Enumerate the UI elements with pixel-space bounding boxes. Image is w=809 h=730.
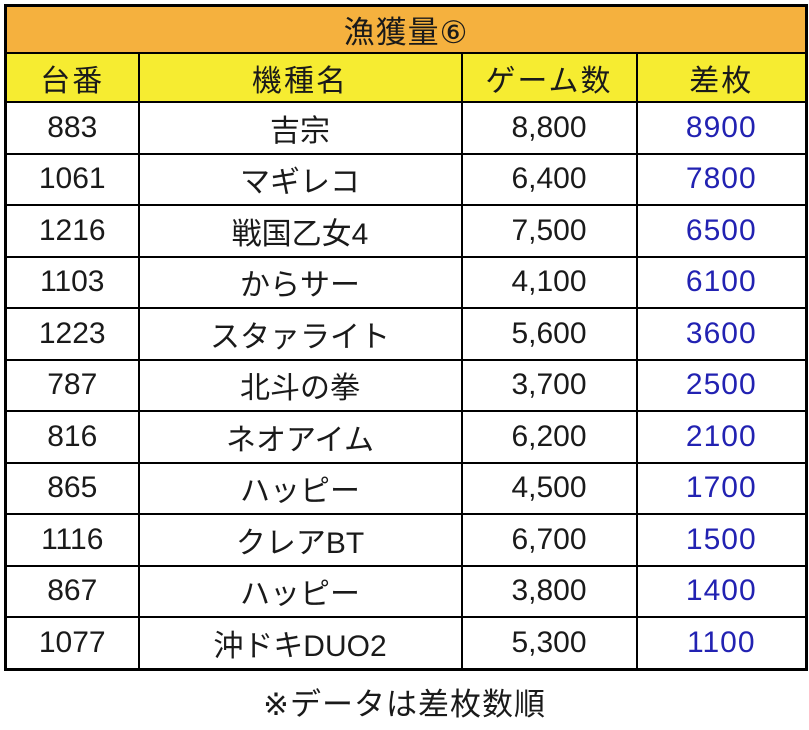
cell-diff: 2500 <box>635 358 808 412</box>
header-row: 台番 機種名 ゲーム数 差枚 <box>4 52 808 103</box>
table-row: 883 吉宗 8,800 8900 <box>4 101 808 155</box>
cell-diff: 6100 <box>635 255 808 309</box>
cell-games: 6,200 <box>460 410 638 464</box>
cell-games: 3,800 <box>460 564 638 618</box>
table-row: 1061 マギレコ 6,400 7800 <box>4 152 808 206</box>
cell-games: 8,800 <box>460 101 638 155</box>
cell-name: クレアBT <box>137 513 463 567</box>
cell-daiban: 865 <box>4 461 140 515</box>
table-row: 1216 戦国乙女4 7,500 6500 <box>4 204 808 258</box>
table-row: 1103 からサー 4,100 6100 <box>4 255 808 309</box>
cell-daiban: 1061 <box>4 152 140 206</box>
cell-name: ハッピー <box>137 564 463 618</box>
table-row: 816 ネオアイム 6,200 2100 <box>4 410 808 464</box>
cell-name: ハッピー <box>137 461 463 515</box>
column-header-name: 機種名 <box>137 52 463 103</box>
cell-name: マギレコ <box>137 152 463 206</box>
cell-games: 6,400 <box>460 152 638 206</box>
table-row: 1223 スタァライト 5,600 3600 <box>4 307 808 361</box>
cell-daiban: 1216 <box>4 204 140 258</box>
cell-games: 4,100 <box>460 255 638 309</box>
cell-daiban: 1116 <box>4 513 140 567</box>
cell-daiban: 1077 <box>4 616 140 670</box>
cell-diff: 7800 <box>635 152 808 206</box>
column-header-diff: 差枚 <box>635 52 808 103</box>
cell-games: 5,300 <box>460 616 638 670</box>
results-table: 漁獲量⑥ 台番 機種名 ゲーム数 差枚 883 吉宗 8,800 8900 1061 マギレコ 6… <box>4 4 809 671</box>
table-footnote: ※データは差枚数順 <box>263 686 546 722</box>
cell-diff: 1400 <box>635 564 808 618</box>
table-row: 1116 クレアBT 6,700 1500 <box>4 513 808 567</box>
cell-daiban: 1223 <box>4 307 140 361</box>
cell-diff: 2100 <box>635 410 808 464</box>
cell-diff: 8900 <box>635 101 808 155</box>
cell-daiban: 867 <box>4 564 140 618</box>
table-row: 867 ハッピー 3,800 1400 <box>4 564 808 618</box>
column-header-games: ゲーム数 <box>460 52 638 103</box>
cell-games: 5,600 <box>460 307 638 361</box>
column-header-daiban: 台番 <box>4 52 140 103</box>
cell-name: ネオアイム <box>137 410 463 464</box>
cell-diff: 1500 <box>635 513 808 567</box>
cell-diff: 1700 <box>635 461 808 515</box>
cell-name: からサー <box>137 255 463 309</box>
title-row: 漁獲量⑥ <box>4 4 808 54</box>
cell-diff: 3600 <box>635 307 808 361</box>
cell-name: 沖ドキDUO2 <box>137 616 463 670</box>
cell-daiban: 1103 <box>4 255 140 309</box>
cell-games: 4,500 <box>460 461 638 515</box>
table-row: 865 ハッピー 4,500 1700 <box>4 461 808 515</box>
cell-diff: 1100 <box>635 616 808 670</box>
cell-daiban: 883 <box>4 101 140 155</box>
cell-name: 戦国乙女4 <box>137 204 463 258</box>
table-row: 1077 沖ドキDUO2 5,300 1100 <box>4 616 808 670</box>
cell-games: 6,700 <box>460 513 638 567</box>
table-title: 漁獲量⑥ <box>4 4 808 54</box>
cell-name: 吉宗 <box>137 101 463 155</box>
table-row: 787 北斗の拳 3,700 2500 <box>4 358 808 412</box>
cell-daiban: 816 <box>4 410 140 464</box>
cell-games: 3,700 <box>460 358 638 412</box>
cell-games: 7,500 <box>460 204 638 258</box>
cell-daiban: 787 <box>4 358 140 412</box>
cell-diff: 6500 <box>635 204 808 258</box>
cell-name: スタァライト <box>137 307 463 361</box>
cell-name: 北斗の拳 <box>137 358 463 412</box>
